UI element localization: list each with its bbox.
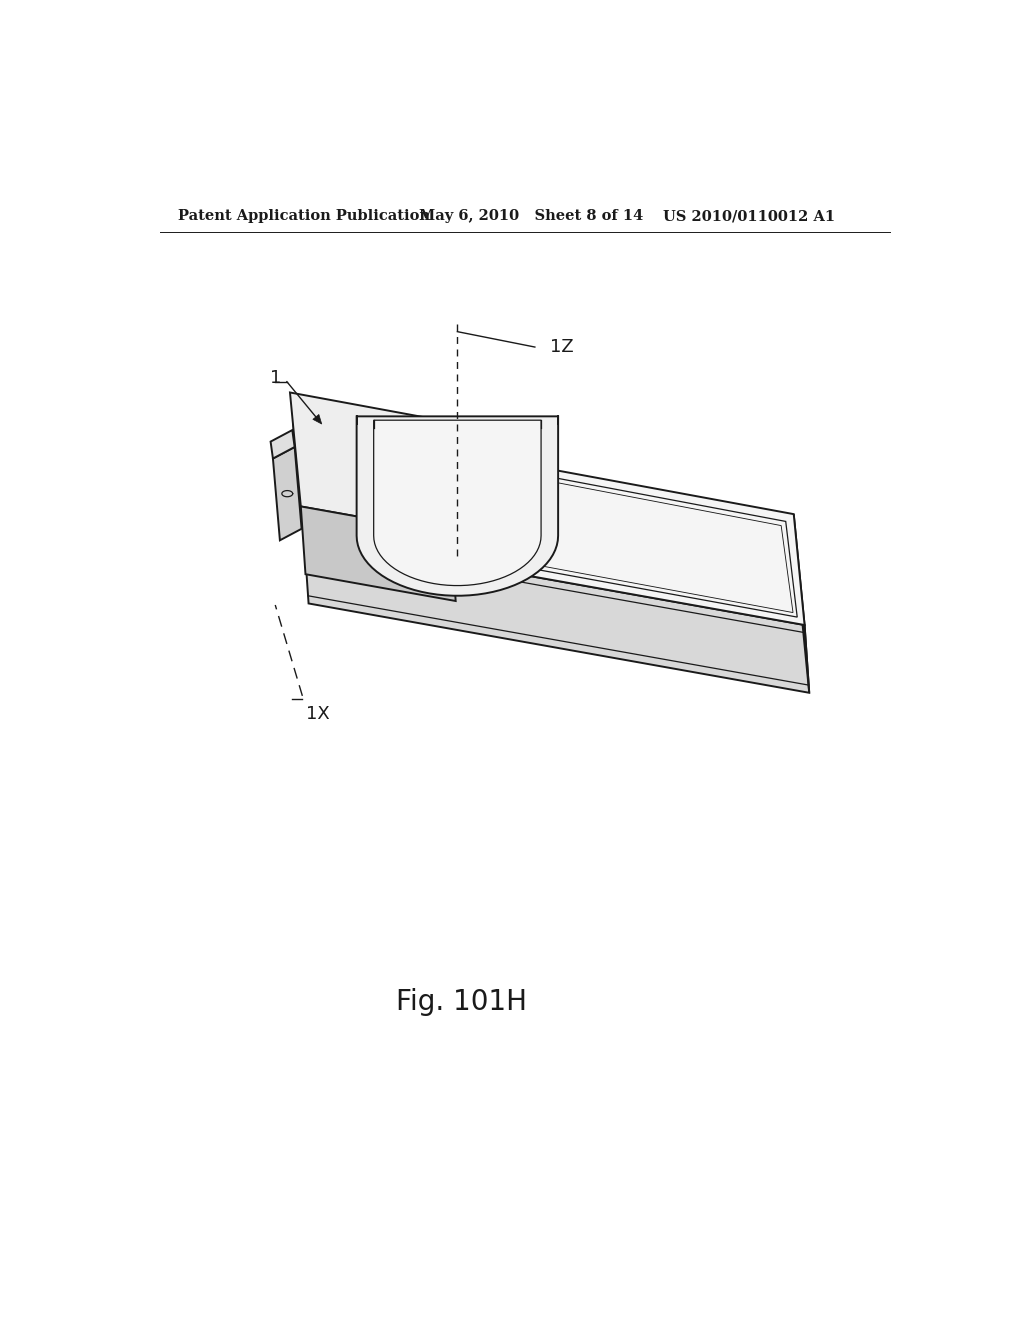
Polygon shape xyxy=(270,430,295,458)
Polygon shape xyxy=(313,414,322,424)
Polygon shape xyxy=(301,507,456,601)
Polygon shape xyxy=(273,447,302,540)
Text: May 6, 2010   Sheet 8 of 14: May 6, 2010 Sheet 8 of 14 xyxy=(419,209,643,223)
Text: 1Z: 1Z xyxy=(550,338,574,356)
Polygon shape xyxy=(304,536,809,693)
Polygon shape xyxy=(374,420,541,586)
Text: Patent Application Publication: Patent Application Publication xyxy=(178,209,430,223)
Polygon shape xyxy=(356,416,558,595)
Text: Fig. 101H: Fig. 101H xyxy=(395,987,526,1015)
Polygon shape xyxy=(440,420,454,562)
Text: 1X: 1X xyxy=(306,705,330,723)
Polygon shape xyxy=(794,515,809,693)
Polygon shape xyxy=(293,422,805,626)
Text: US 2010/0110012 A1: US 2010/0110012 A1 xyxy=(663,209,835,223)
Text: 1: 1 xyxy=(270,368,282,387)
Polygon shape xyxy=(290,392,451,533)
